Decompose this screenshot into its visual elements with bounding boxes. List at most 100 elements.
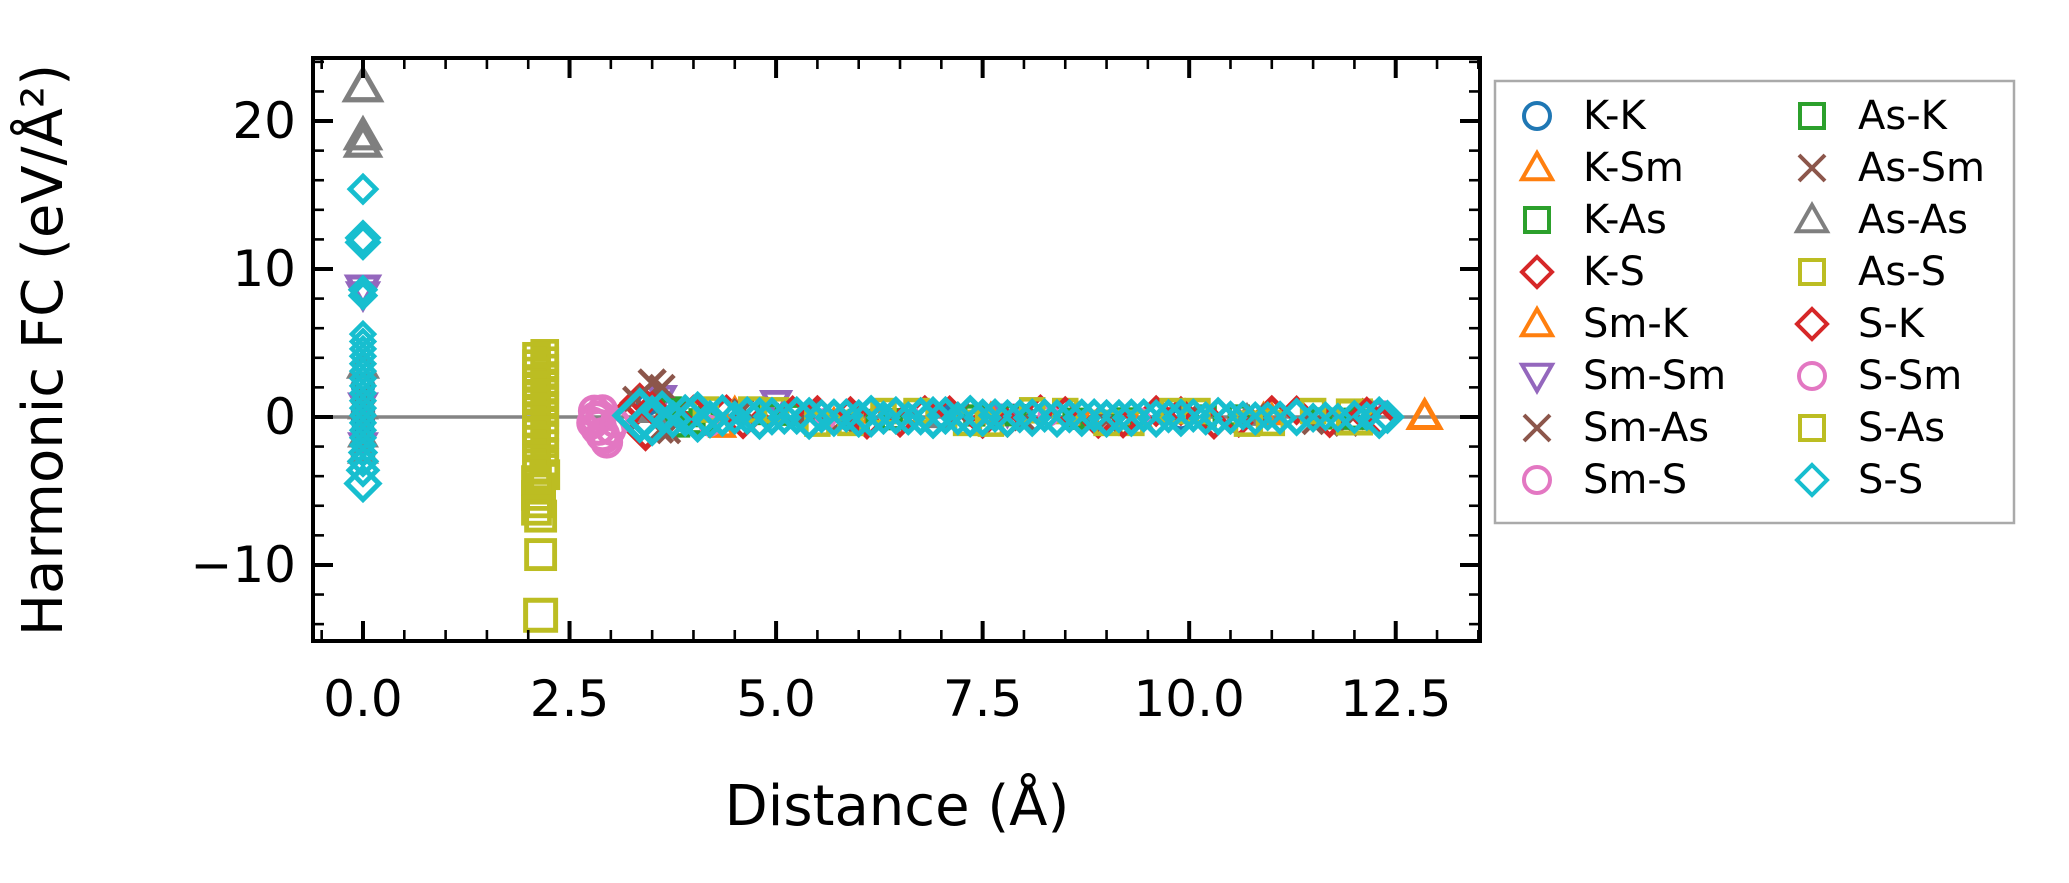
legend-label: K-Sm	[1583, 145, 1684, 191]
legend-label: Sm-As	[1583, 405, 1709, 451]
legend-label: As-Sm	[1858, 145, 1985, 191]
y-tick-label: 0	[264, 388, 296, 446]
legend-marker-icon	[1797, 361, 1827, 391]
data-point	[1262, 400, 1298, 436]
legend-marker-icon	[1798, 102, 1826, 130]
data-point	[346, 172, 380, 206]
data-point	[344, 219, 382, 257]
data-point	[1299, 397, 1327, 425]
data-point	[1793, 200, 1831, 234]
data-point	[1518, 304, 1556, 338]
legend-marker-icon	[1519, 254, 1555, 290]
plot-border	[311, 56, 1482, 643]
data-point	[599, 407, 631, 439]
legend-item-As-S: As-S	[1798, 249, 1946, 295]
data-point	[911, 395, 955, 440]
data-point	[1062, 398, 1102, 438]
data-point	[347, 280, 379, 311]
data-point	[1522, 101, 1552, 131]
legend-label: K-S	[1583, 249, 1645, 295]
legend-label: S-Sm	[1858, 353, 1962, 399]
data-point	[342, 122, 384, 158]
legend-item-Sm-As: Sm-As	[1522, 405, 1709, 451]
data-point	[977, 398, 1013, 433]
legend-item-K-As: K-As	[1523, 197, 1667, 243]
data-point	[1522, 465, 1552, 495]
data-point	[1794, 306, 1830, 342]
data-point	[341, 64, 385, 103]
data-point	[963, 398, 1003, 438]
x-axis-label: Distance (Å)	[725, 773, 1070, 839]
data-point	[1370, 399, 1405, 435]
data-point	[347, 274, 379, 306]
legend-marker-icon	[1798, 258, 1826, 286]
data-point	[1519, 254, 1555, 290]
axis-tick-labels: 0.0 2.5 5.0 7.5 10.0 12.5 −10 0 10 20	[190, 92, 1451, 728]
legend-item-Sm-Sm: Sm-Sm	[1518, 353, 1726, 399]
data-point	[1797, 361, 1827, 391]
legend-label: S-As	[1858, 405, 1945, 451]
legend-label: As-K	[1858, 93, 1949, 139]
legend-marker-icon	[1793, 200, 1831, 234]
data-point	[1151, 398, 1186, 434]
plot-spines	[311, 56, 1482, 643]
data-point	[727, 395, 767, 436]
data-point	[1798, 414, 1826, 442]
y-tick-label: 10	[232, 240, 296, 298]
x-tick-label: 5.0	[736, 670, 816, 728]
data-point	[1797, 153, 1827, 183]
y-tick-label: 20	[232, 92, 296, 150]
legend-label: As-S	[1858, 249, 1946, 295]
data-point	[1522, 413, 1552, 443]
data-point	[1405, 396, 1444, 430]
data-point	[1161, 398, 1201, 438]
legend-label: K-As	[1583, 197, 1667, 243]
data-point	[611, 387, 669, 444]
data-point	[737, 396, 782, 441]
data-point	[1237, 401, 1273, 436]
data-point	[1798, 258, 1826, 286]
data-point	[1523, 206, 1551, 234]
data-series	[341, 64, 1444, 633]
x-tick-label: 2.5	[530, 670, 610, 728]
axis-ticks	[313, 58, 1480, 641]
data-point	[866, 400, 901, 436]
legend-item-As-K: As-K	[1798, 93, 1949, 139]
data-point	[1357, 395, 1401, 440]
data-point	[653, 399, 693, 439]
legend-marker-icon	[1522, 413, 1552, 443]
legend-label: S-S	[1858, 457, 1923, 503]
legend-marker-icon	[1798, 414, 1826, 442]
data-point	[690, 399, 730, 439]
data-point	[523, 597, 559, 633]
x-tick-label: 12.5	[1340, 670, 1451, 728]
data-point	[814, 398, 854, 438]
data-point	[524, 538, 558, 572]
data-point	[1252, 400, 1283, 432]
legend-item-S-As: S-As	[1798, 405, 1945, 451]
data-point	[1794, 462, 1830, 498]
legend-item-Sm-K: Sm-K	[1518, 301, 1690, 347]
data-point	[524, 499, 558, 533]
legend-item-K-Sm: K-Sm	[1518, 145, 1684, 191]
data-point	[1188, 401, 1224, 436]
legend-label: Sm-K	[1583, 301, 1690, 347]
legend-label: Sm-Sm	[1583, 353, 1726, 399]
data-point	[1051, 398, 1087, 434]
x-tick-label: 0.0	[323, 670, 403, 728]
data-point	[1012, 398, 1052, 438]
legend-item-S-S: S-S	[1794, 457, 1923, 503]
x-tick-label: 10.0	[1134, 670, 1245, 728]
y-axis-label: Harmonic FC (eV/Å²)	[10, 64, 76, 636]
legend-label: Sm-S	[1583, 457, 1687, 503]
data-point	[1111, 398, 1151, 438]
data-point	[948, 394, 993, 439]
data-point	[777, 395, 817, 436]
legend-marker-icon	[1797, 153, 1827, 183]
legend-marker-icon	[1523, 206, 1551, 234]
legend-item-S-Sm: S-Sm	[1797, 353, 1962, 399]
legend-item-As-Sm: As-Sm	[1797, 145, 1985, 191]
data-point	[876, 395, 916, 436]
data-point	[343, 463, 383, 504]
